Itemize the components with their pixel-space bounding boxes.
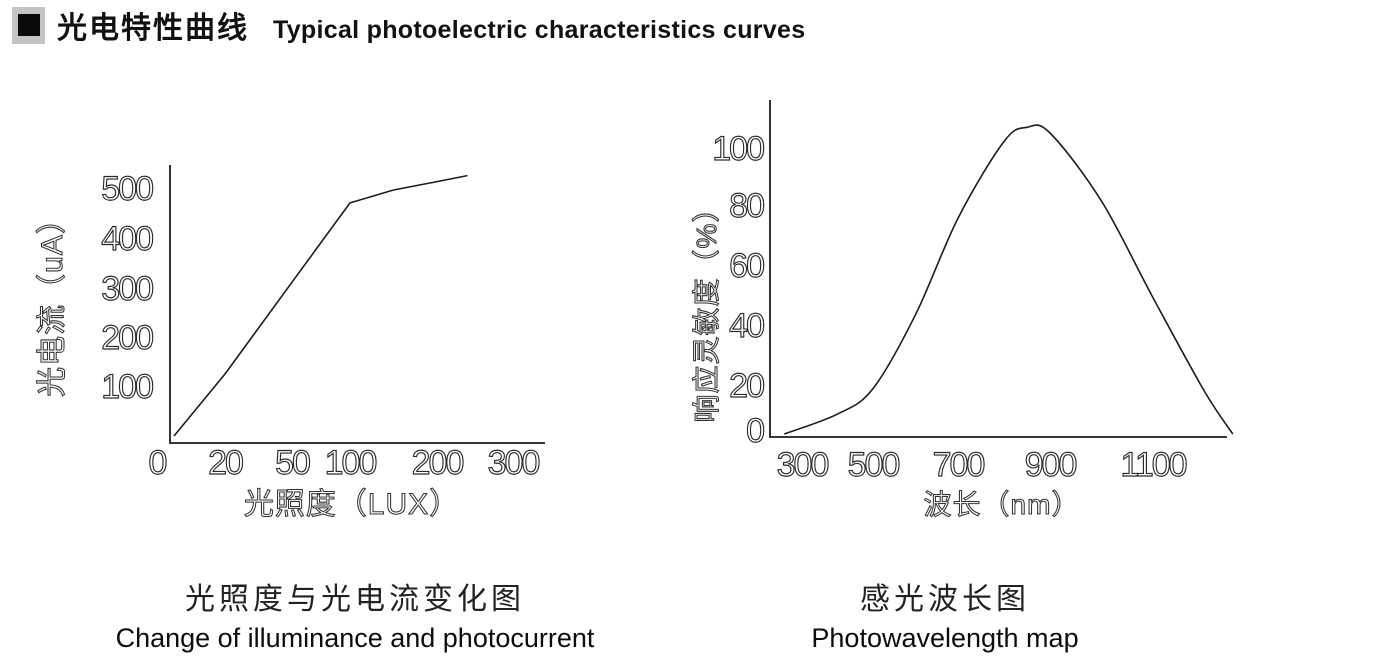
y-tick-label: 80 [729,187,764,225]
x-tick-label: 300 [488,444,540,482]
data-curve [173,174,468,437]
right-caption-cn: 感光波长图 [860,582,1030,617]
illuminance-photocurrent-chart: 0 20 50 100 200 300 500 400 300 200 100 光照度（LUX） 光电流… [35,165,545,522]
y-axis-title: 光电流（uA） [36,203,69,397]
x-axis-title: 光照度（LUX） [244,488,460,521]
y-axis-title: 响应灵敏度（%） [691,194,722,423]
axis-lines [169,165,545,444]
y-tick-label: 100 [712,130,764,168]
y-tick-label: 60 [729,247,764,285]
photowavelength-chart: 300 500 700 900 1100 100 80 60 40 20 0 波长（nm） 响应灵敏度（… [690,100,1234,521]
left-chart-caption: 光照度与光电流变化图 Change of illuminance and pho… [100,574,610,654]
x-tick-label: 500 [848,446,900,484]
y-tick-label: 400 [101,220,153,258]
left-caption-en: Change of illuminance and photocurrent [115,623,595,653]
right-caption-en: Photowavelength map [811,623,1079,653]
section-title-en: Typical photoelectric characteristics cu… [273,16,806,44]
x-tick-label: 50 [275,444,310,482]
y-tick-label: 300 [101,270,153,308]
section-header: 光电特性曲线 Typical photoelectric characteris… [12,3,805,47]
x-tick-label: 700 [933,446,985,484]
y-tick-label: 20 [729,367,764,405]
y-tick-label: 500 [101,170,153,208]
y-tick-label: 0 [746,412,764,450]
axis-lines [769,100,1227,438]
right-chart-caption: 感光波长图 Photowavelength map [690,574,1200,654]
data-curve [783,124,1234,435]
x-axis-title: 波长（nm） [924,489,1081,520]
y-tick-label: 100 [101,368,153,406]
section-marker-icon [12,6,45,44]
x-tick-label: 0 [149,444,167,482]
x-tick-label: 300 [777,446,829,484]
y-tick-label: 200 [101,319,153,357]
x-tick-label: 100 [325,444,377,482]
left-caption-cn: 光照度与光电流变化图 [185,582,525,617]
x-tick-label: 900 [1025,446,1077,484]
x-tick-label: 200 [412,444,464,482]
x-tick-label: 1100 [1120,446,1186,484]
x-tick-label: 20 [208,444,243,482]
y-tick-label: 40 [729,307,764,345]
section-title-cn: 光电特性曲线 [57,12,249,45]
